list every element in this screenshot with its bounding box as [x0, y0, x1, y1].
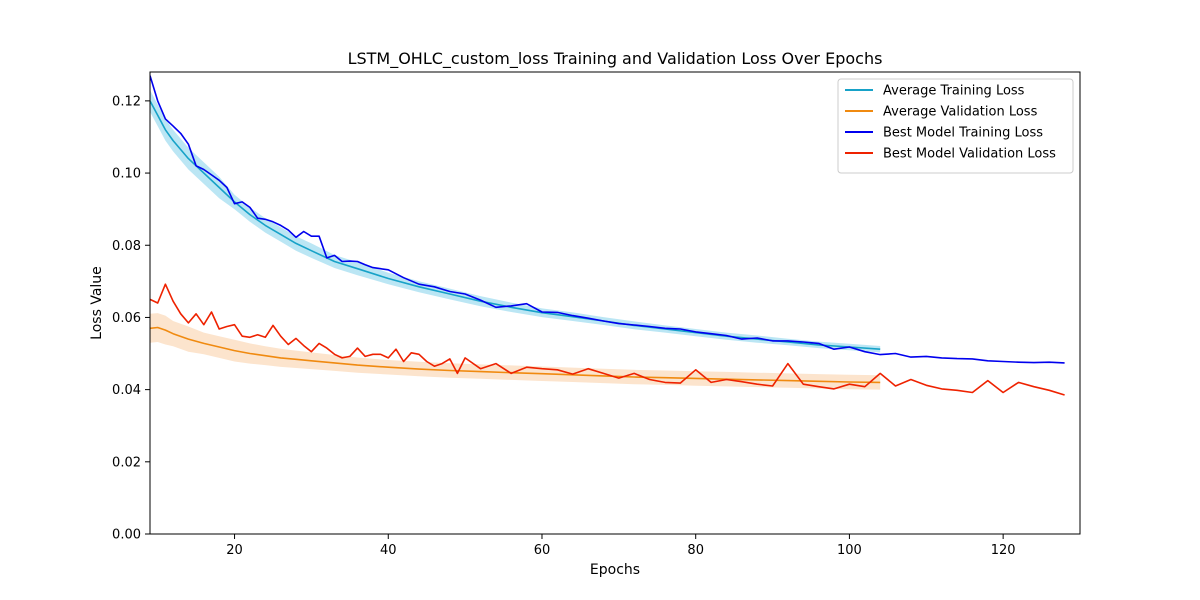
y-tick-label: 0.02: [112, 455, 141, 470]
y-tick-label: 0.12: [112, 94, 141, 109]
legend-label-best-model-validation-loss: Best Model Validation Loss: [883, 147, 1056, 162]
y-axis-ticks: 0.00 0.02 0.04 0.06 0.08 0.10 0.12: [112, 94, 150, 543]
y-tick-label: 0.10: [112, 167, 141, 182]
x-tick-label: 100: [837, 543, 862, 558]
legend-label-best-model-training-loss: Best Model Training Loss: [883, 126, 1043, 141]
x-tick-label: 60: [534, 543, 551, 558]
x-axis-label: Epochs: [590, 562, 640, 578]
y-tick-label: 0.08: [112, 239, 141, 254]
legend-label-average-training-loss: Average Training Loss: [883, 84, 1025, 99]
y-axis-label: Loss Value: [89, 266, 105, 340]
best-model-training-loss-line: [150, 75, 1065, 364]
x-tick-label: 80: [687, 543, 704, 558]
chart-title: LSTM_OHLC_custom_loss Training and Valid…: [348, 49, 883, 69]
x-tick-label: 120: [991, 543, 1016, 558]
legend-box: [837, 78, 1074, 174]
x-tick-label: 20: [226, 543, 243, 558]
y-tick-label: 0.00: [112, 528, 141, 543]
confidence-bands: [150, 90, 881, 390]
y-tick-label: 0.06: [112, 311, 141, 326]
y-tick-label: 0.04: [112, 383, 141, 398]
legend: Average Training Loss Average Validation …: [837, 78, 1074, 174]
best-model-validation-loss-line: [150, 283, 1065, 396]
legend-label-average-validation-loss: Average Validation Loss: [883, 105, 1038, 120]
x-tick-label: 40: [380, 543, 397, 558]
x-axis-ticks: 20 40 60 80 100 120: [226, 534, 1016, 558]
average-validation-loss-band: [150, 313, 881, 390]
average-validation-loss-line: [150, 326, 881, 384]
plot-frame: [149, 71, 1081, 535]
series-lines: [150, 75, 1065, 396]
